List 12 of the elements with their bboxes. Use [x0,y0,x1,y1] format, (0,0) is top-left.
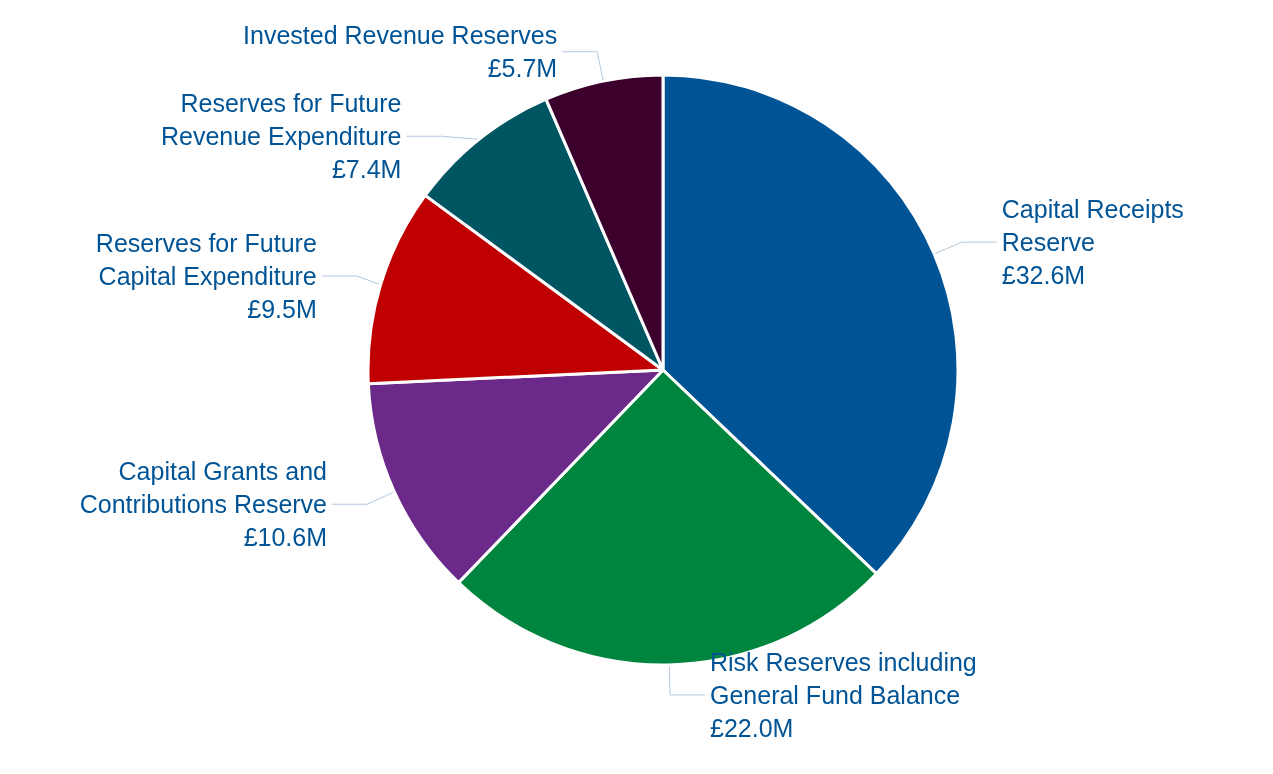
slice-label: Reserves for Future Capital Expenditure [95,229,317,291]
data-label: £9.5M [247,295,317,324]
data-label: £32.6M [1001,261,1086,290]
slice-label: Capital Grants and Contributions Reserve [79,457,328,519]
data-label: £5.7M [487,54,558,83]
data-label: £7.4M [331,155,402,184]
data-label: £10.6M [243,523,328,552]
slice-label: Capital Receipts Reserve [1001,195,1184,257]
slice-label: Risk Reserves including General Fund Balance [709,647,977,709]
slice-label: Invested Revenue Reserves [243,21,558,50]
data-label: £22.0M [709,713,794,742]
slice-label: Reserves for Future Revenue Expenditure [160,89,402,151]
